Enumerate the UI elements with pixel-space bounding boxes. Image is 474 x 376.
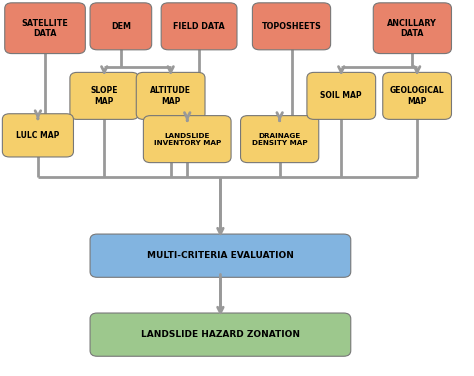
FancyBboxPatch shape	[90, 234, 351, 277]
FancyBboxPatch shape	[161, 3, 237, 50]
Text: SLOPE
MAP: SLOPE MAP	[91, 86, 118, 106]
Text: MULTI-CRITERIA EVALUATION: MULTI-CRITERIA EVALUATION	[147, 251, 294, 260]
FancyBboxPatch shape	[90, 3, 152, 50]
FancyBboxPatch shape	[252, 3, 331, 50]
Text: LANDSLIDE HAZARD ZONATION: LANDSLIDE HAZARD ZONATION	[141, 330, 300, 339]
FancyBboxPatch shape	[143, 116, 231, 162]
Text: ANCILLARY
DATA: ANCILLARY DATA	[387, 18, 438, 38]
FancyBboxPatch shape	[373, 3, 451, 53]
Text: TOPOSHEETS: TOPOSHEETS	[262, 22, 321, 31]
Text: DEM: DEM	[111, 22, 131, 31]
Text: GEOLOGICAL
MAP: GEOLOGICAL MAP	[390, 86, 445, 106]
FancyBboxPatch shape	[2, 114, 73, 157]
Text: SOIL MAP: SOIL MAP	[320, 91, 362, 100]
Text: LULC MAP: LULC MAP	[16, 131, 60, 140]
FancyBboxPatch shape	[136, 72, 205, 120]
Text: FIELD DATA: FIELD DATA	[173, 22, 225, 31]
FancyBboxPatch shape	[383, 72, 451, 120]
FancyBboxPatch shape	[90, 313, 351, 356]
Text: DRAINAGE
DENSITY MAP: DRAINAGE DENSITY MAP	[252, 133, 308, 146]
Text: ALTITUDE
MAP: ALTITUDE MAP	[150, 86, 191, 106]
FancyBboxPatch shape	[70, 72, 138, 120]
Text: LANDSLIDE
INVENTORY MAP: LANDSLIDE INVENTORY MAP	[154, 133, 221, 146]
FancyBboxPatch shape	[240, 116, 319, 162]
FancyBboxPatch shape	[307, 72, 375, 120]
Text: SATELLITE
DATA: SATELLITE DATA	[22, 18, 68, 38]
FancyBboxPatch shape	[5, 3, 85, 53]
